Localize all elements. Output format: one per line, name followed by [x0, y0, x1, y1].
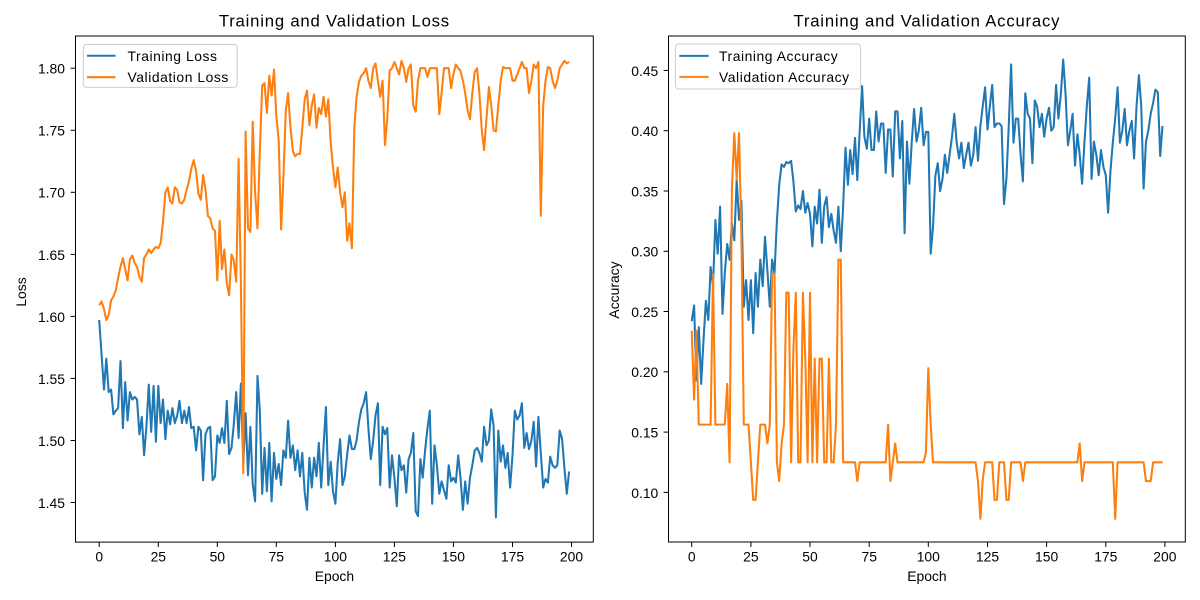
svg-text:Validation Accuracy: Validation Accuracy: [719, 69, 850, 85]
svg-text:1.45: 1.45: [38, 495, 65, 511]
svg-text:0.10: 0.10: [631, 485, 658, 501]
svg-text:1.75: 1.75: [38, 123, 65, 139]
svg-text:75: 75: [861, 548, 877, 564]
svg-text:1.70: 1.70: [38, 185, 65, 201]
svg-text:200: 200: [1153, 548, 1176, 564]
svg-text:1.80: 1.80: [38, 61, 65, 77]
svg-text:1.50: 1.50: [38, 433, 65, 449]
svg-text:50: 50: [210, 548, 226, 564]
svg-text:0.15: 0.15: [631, 425, 658, 441]
svg-text:125: 125: [383, 548, 406, 564]
svg-text:1.60: 1.60: [38, 309, 65, 325]
svg-text:0.40: 0.40: [631, 123, 658, 139]
svg-text:0.35: 0.35: [631, 183, 658, 199]
svg-text:150: 150: [442, 548, 465, 564]
svg-text:0: 0: [95, 548, 103, 564]
svg-text:Accuracy: Accuracy: [606, 261, 622, 318]
svg-text:0.25: 0.25: [631, 304, 658, 320]
svg-text:100: 100: [917, 548, 940, 564]
svg-text:Training Accuracy: Training Accuracy: [719, 48, 838, 64]
svg-text:100: 100: [324, 548, 347, 564]
svg-text:175: 175: [501, 548, 524, 564]
svg-text:50: 50: [802, 548, 818, 564]
svg-text:150: 150: [1035, 548, 1058, 564]
svg-text:1.65: 1.65: [38, 247, 65, 263]
svg-text:75: 75: [269, 548, 285, 564]
svg-text:Loss: Loss: [13, 277, 29, 306]
svg-text:0.20: 0.20: [631, 364, 658, 380]
svg-text:0.30: 0.30: [631, 244, 658, 260]
svg-text:Epoch: Epoch: [315, 568, 354, 584]
svg-text:Training Loss: Training Loss: [128, 48, 218, 64]
svg-text:Epoch: Epoch: [907, 568, 946, 584]
svg-text:Validation Loss: Validation Loss: [128, 69, 229, 85]
svg-text:25: 25: [151, 548, 167, 564]
svg-text:Training and Validation Loss: Training and Validation Loss: [219, 12, 450, 31]
svg-text:25: 25: [743, 548, 759, 564]
svg-text:0.45: 0.45: [631, 63, 658, 79]
svg-text:125: 125: [976, 548, 999, 564]
svg-text:200: 200: [560, 548, 583, 564]
svg-text:175: 175: [1094, 548, 1117, 564]
svg-text:Training and Validation Accura: Training and Validation Accuracy: [794, 12, 1061, 31]
svg-text:0: 0: [688, 548, 696, 564]
svg-text:1.55: 1.55: [38, 371, 65, 387]
